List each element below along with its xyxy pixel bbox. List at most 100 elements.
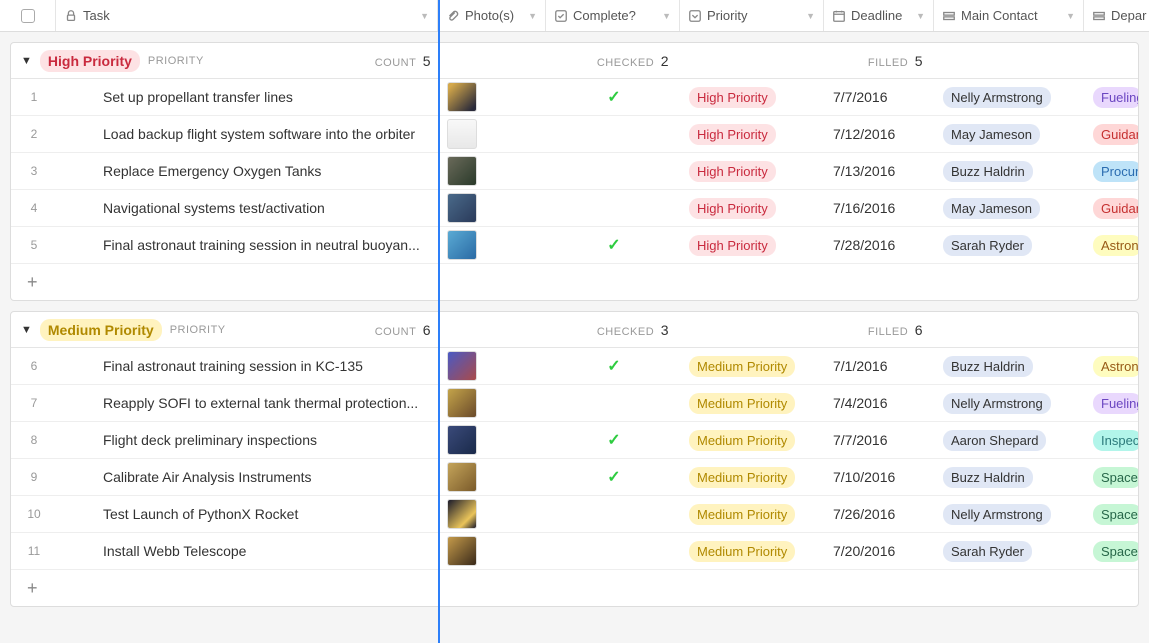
photo-cell[interactable]: [439, 116, 547, 152]
complete-cell[interactable]: [547, 533, 681, 569]
contact-cell[interactable]: Buzz Haldrin: [935, 153, 1085, 189]
group-header[interactable]: ▼High PriorityPRIORITYCOUNT 5CHECKED 2FI…: [11, 43, 1138, 79]
expand-cell[interactable]: [57, 459, 95, 495]
dept-cell[interactable]: Fueling: [1085, 385, 1139, 421]
dept-cell[interactable]: Space T: [1085, 459, 1139, 495]
contact-cell[interactable]: May Jameson: [935, 190, 1085, 226]
task-cell[interactable]: Set up propellant transfer lines: [95, 79, 439, 115]
dept-cell[interactable]: Astrona: [1085, 227, 1139, 263]
contact-cell[interactable]: Sarah Ryder: [935, 227, 1085, 263]
photo-cell[interactable]: [439, 459, 547, 495]
table-row[interactable]: 1Set up propellant transfer lines✓High P…: [11, 79, 1138, 116]
contact-cell[interactable]: Buzz Haldrin: [935, 459, 1085, 495]
dept-cell[interactable]: Procure: [1085, 153, 1139, 189]
table-row[interactable]: 11Install Webb TelescopeMedium Priority7…: [11, 533, 1138, 570]
task-cell[interactable]: Navigational systems test/activation: [95, 190, 439, 226]
complete-cell[interactable]: ✓: [547, 227, 681, 263]
complete-cell[interactable]: [547, 496, 681, 532]
priority-cell[interactable]: Medium Priority: [681, 385, 825, 421]
contact-cell[interactable]: Nelly Armstrong: [935, 496, 1085, 532]
complete-cell[interactable]: ✓: [547, 79, 681, 115]
expand-cell[interactable]: [57, 153, 95, 189]
contact-cell[interactable]: Nelly Armstrong: [935, 385, 1085, 421]
photo-cell[interactable]: [439, 227, 547, 263]
task-cell[interactable]: Final astronaut training session in neut…: [95, 227, 439, 263]
complete-cell[interactable]: [547, 116, 681, 152]
task-cell[interactable]: Replace Emergency Oxygen Tanks: [95, 153, 439, 189]
photo-cell[interactable]: [439, 496, 547, 532]
priority-cell[interactable]: High Priority: [681, 190, 825, 226]
contact-cell[interactable]: Nelly Armstrong: [935, 79, 1085, 115]
task-cell[interactable]: Reapply SOFI to external tank thermal pr…: [95, 385, 439, 421]
dept-cell[interactable]: Space T: [1085, 533, 1139, 569]
table-row[interactable]: 5Final astronaut training session in neu…: [11, 227, 1138, 264]
priority-column-header[interactable]: Priority ▼: [680, 0, 824, 31]
priority-cell[interactable]: Medium Priority: [681, 422, 825, 458]
dept-cell[interactable]: Inspecti: [1085, 422, 1139, 458]
expand-cell[interactable]: [57, 227, 95, 263]
expand-cell[interactable]: [57, 190, 95, 226]
table-row[interactable]: 7Reapply SOFI to external tank thermal p…: [11, 385, 1138, 422]
deadline-cell[interactable]: 7/16/2016: [825, 190, 935, 226]
expand-cell[interactable]: [57, 116, 95, 152]
expand-cell[interactable]: [57, 348, 95, 384]
priority-cell[interactable]: High Priority: [681, 227, 825, 263]
dept-cell[interactable]: Space T: [1085, 496, 1139, 532]
table-row[interactable]: 10Test Launch of PythonX RocketMedium Pr…: [11, 496, 1138, 533]
table-row[interactable]: 9Calibrate Air Analysis Instruments✓Medi…: [11, 459, 1138, 496]
complete-cell[interactable]: [547, 190, 681, 226]
photo-cell[interactable]: [439, 348, 547, 384]
deadline-cell[interactable]: 7/10/2016: [825, 459, 935, 495]
deadline-cell[interactable]: 7/28/2016: [825, 227, 935, 263]
dept-column-header[interactable]: Depar: [1084, 0, 1149, 31]
priority-cell[interactable]: Medium Priority: [681, 348, 825, 384]
dept-cell[interactable]: Guidanc: [1085, 190, 1139, 226]
deadline-cell[interactable]: 7/26/2016: [825, 496, 935, 532]
deadline-cell[interactable]: 7/12/2016: [825, 116, 935, 152]
dept-cell[interactable]: Guidanc: [1085, 116, 1139, 152]
deadline-column-header[interactable]: Deadline ▼: [824, 0, 934, 31]
contact-cell[interactable]: Sarah Ryder: [935, 533, 1085, 569]
priority-cell[interactable]: Medium Priority: [681, 459, 825, 495]
table-row[interactable]: 6Final astronaut training session in KC-…: [11, 348, 1138, 385]
task-column-header[interactable]: Task ▼: [56, 0, 438, 31]
task-cell[interactable]: Test Launch of PythonX Rocket: [95, 496, 439, 532]
contact-cell[interactable]: Buzz Haldrin: [935, 348, 1085, 384]
complete-column-header[interactable]: Complete? ▼: [546, 0, 680, 31]
deadline-cell[interactable]: 7/7/2016: [825, 422, 935, 458]
expand-cell[interactable]: [57, 385, 95, 421]
complete-cell[interactable]: ✓: [547, 422, 681, 458]
task-cell[interactable]: Calibrate Air Analysis Instruments: [95, 459, 439, 495]
priority-cell[interactable]: Medium Priority: [681, 496, 825, 532]
photo-cell[interactable]: [439, 153, 547, 189]
deadline-cell[interactable]: 7/7/2016: [825, 79, 935, 115]
complete-cell[interactable]: [547, 153, 681, 189]
photo-cell[interactable]: [439, 385, 547, 421]
task-cell[interactable]: Final astronaut training session in KC-1…: [95, 348, 439, 384]
expand-cell[interactable]: [57, 533, 95, 569]
priority-cell[interactable]: Medium Priority: [681, 533, 825, 569]
complete-cell[interactable]: [547, 385, 681, 421]
photos-column-header[interactable]: Photo(s) ▼: [438, 0, 546, 31]
deadline-cell[interactable]: 7/20/2016: [825, 533, 935, 569]
complete-cell[interactable]: ✓: [547, 348, 681, 384]
deadline-cell[interactable]: 7/1/2016: [825, 348, 935, 384]
photo-cell[interactable]: [439, 422, 547, 458]
table-row[interactable]: 2Load backup flight system software into…: [11, 116, 1138, 153]
expand-cell[interactable]: [57, 422, 95, 458]
complete-cell[interactable]: ✓: [547, 459, 681, 495]
expand-cell[interactable]: [57, 496, 95, 532]
photo-cell[interactable]: [439, 79, 547, 115]
photo-cell[interactable]: [439, 190, 547, 226]
photo-cell[interactable]: [439, 533, 547, 569]
table-row[interactable]: 8Flight deck preliminary inspections✓Med…: [11, 422, 1138, 459]
contact-cell[interactable]: Aaron Shepard: [935, 422, 1085, 458]
deadline-cell[interactable]: 7/4/2016: [825, 385, 935, 421]
expand-cell[interactable]: [57, 79, 95, 115]
add-row-button[interactable]: +: [11, 264, 1138, 300]
table-row[interactable]: 3Replace Emergency Oxygen TanksHigh Prio…: [11, 153, 1138, 190]
dept-cell[interactable]: Fueling: [1085, 79, 1139, 115]
group-header[interactable]: ▼Medium PriorityPRIORITYCOUNT 6CHECKED 3…: [11, 312, 1138, 348]
deadline-cell[interactable]: 7/13/2016: [825, 153, 935, 189]
select-all-header[interactable]: [0, 0, 56, 31]
